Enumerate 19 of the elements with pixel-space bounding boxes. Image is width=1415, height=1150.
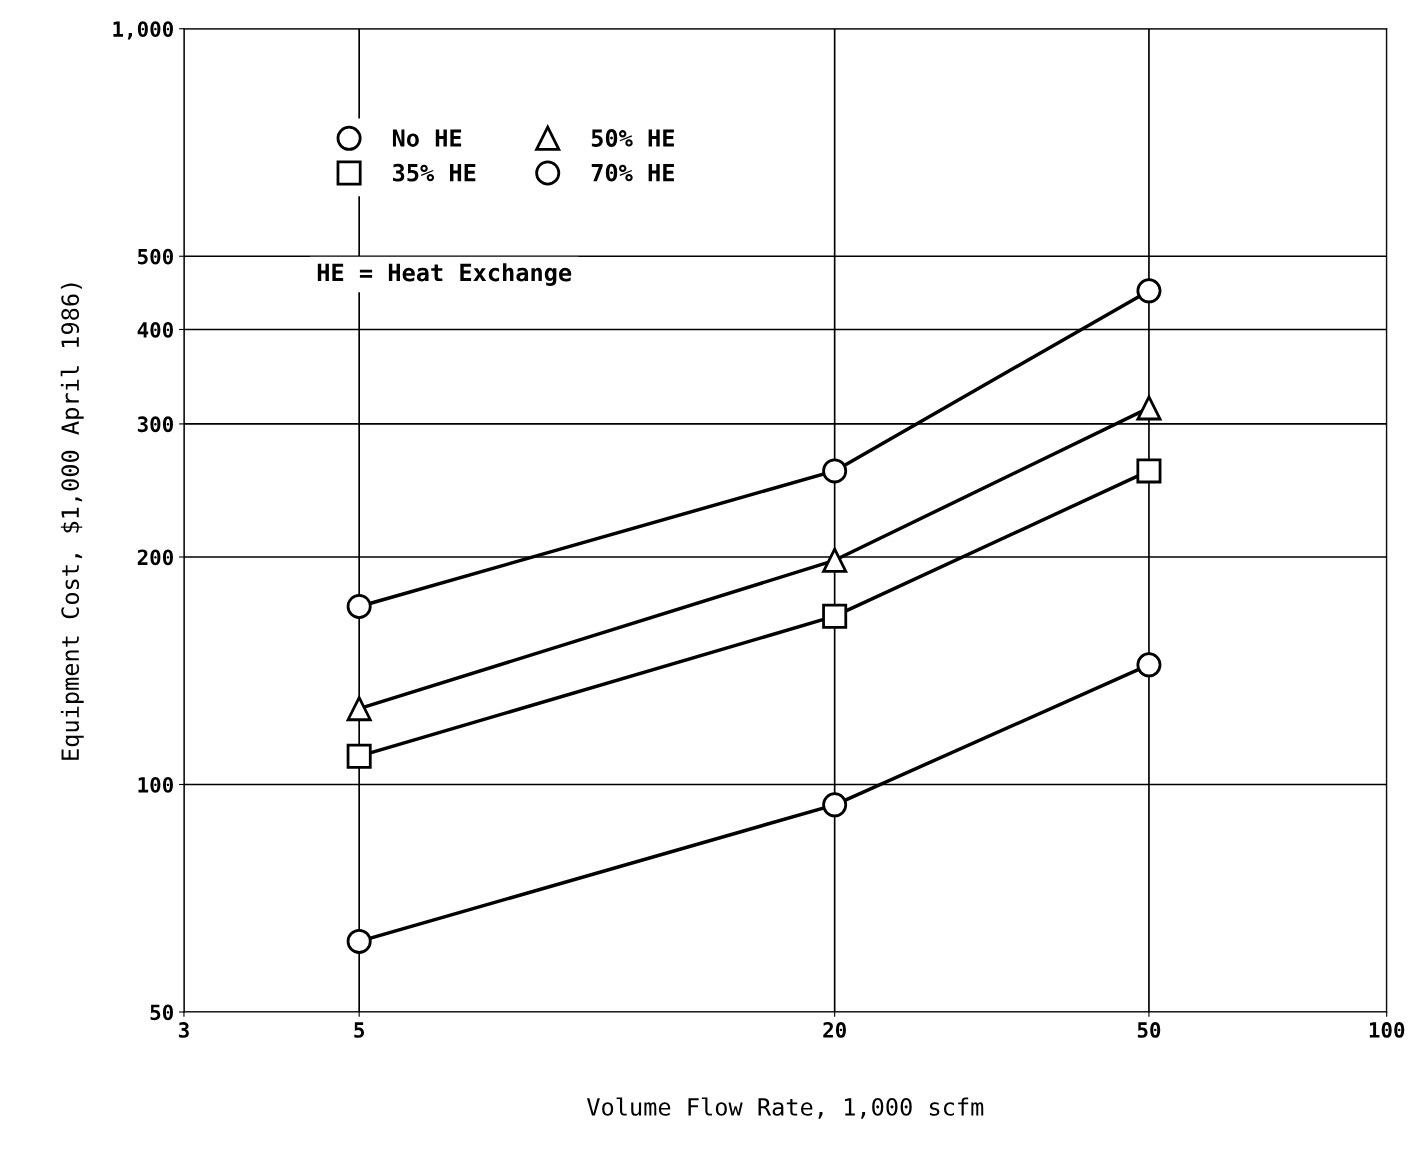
x-tick-label: 20: [823, 1022, 846, 1038]
x-tick-label: 5: [354, 1022, 365, 1038]
y-tick-label: 1,000: [113, 21, 173, 40]
y-tick-label: 500: [138, 248, 173, 265]
x-tick-label: 100: [1369, 1022, 1405, 1038]
x-axis-title: Volume Flow Rate, 1,000 scfm: [586, 1097, 984, 1119]
legend-label: 70% HE: [591, 163, 674, 182]
annotation: HE = Heat Exchange: [317, 263, 572, 286]
y-tick-label: 300: [137, 416, 173, 433]
legend-label: 50% HE: [591, 129, 674, 147]
x-tick-label: 3: [178, 1022, 189, 1038]
y-tick-label: 50: [150, 1004, 173, 1021]
y-tick-label: 200: [137, 549, 173, 566]
legend-label: No HE: [392, 129, 462, 147]
x-tick-label: 50: [1137, 1022, 1161, 1038]
y-tick-label: 100: [138, 776, 173, 793]
y-axis-title: Equipment Cost, $1,000 April 1986): [60, 283, 84, 760]
y-tick-label: 400: [137, 321, 173, 338]
legend-label: 35% HE: [393, 163, 476, 182]
